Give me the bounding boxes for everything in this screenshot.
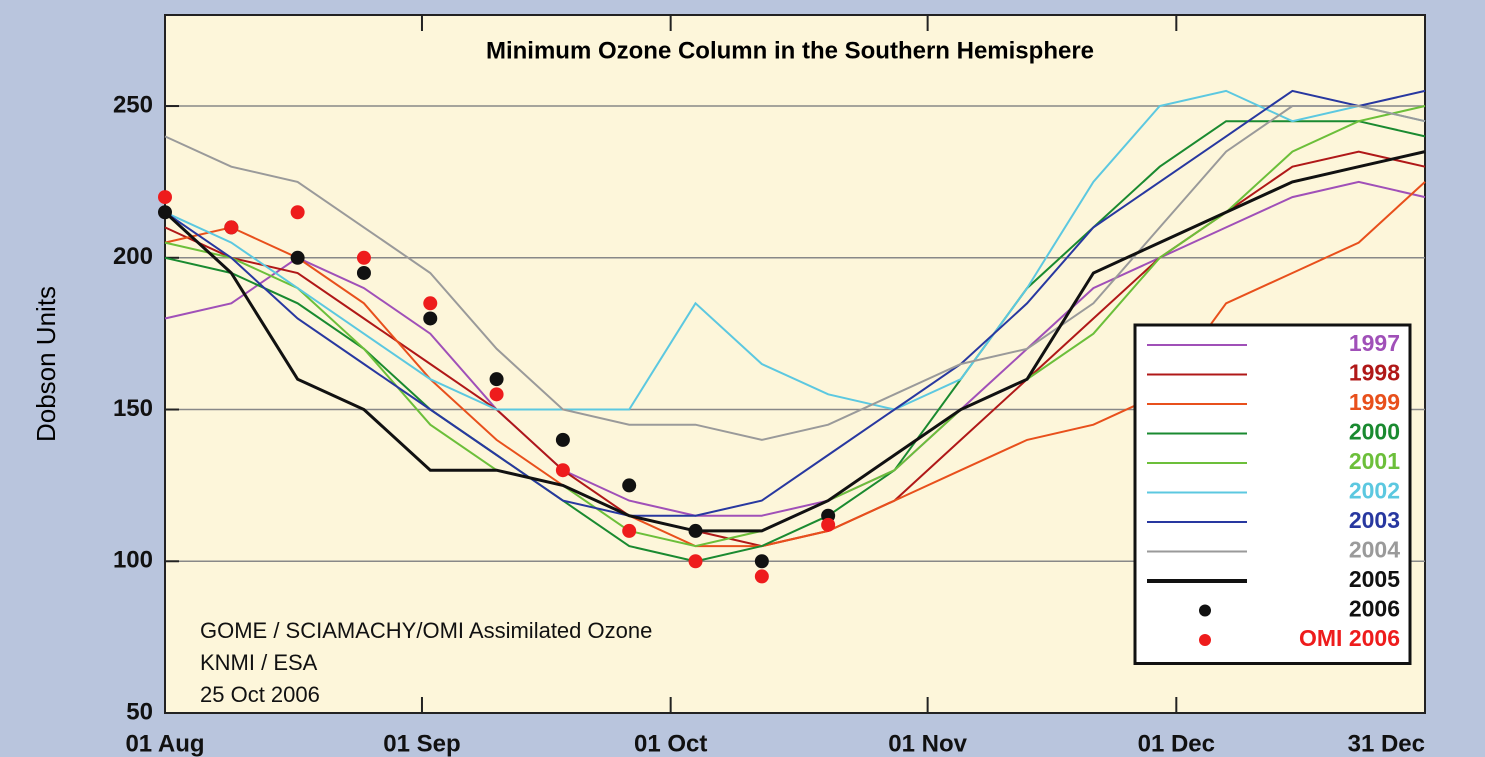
legend-label: 2003 <box>1349 507 1400 533</box>
data-point <box>555 463 570 478</box>
legend-label: 2005 <box>1349 566 1400 592</box>
series-line <box>164 181 1426 548</box>
legend-box <box>1133 323 1412 665</box>
x-tick-label: 01 Sep <box>383 730 460 757</box>
annotation: KNMI / ESA <box>200 650 318 675</box>
data-point <box>754 554 769 569</box>
data-point <box>423 296 438 311</box>
data-point <box>489 372 504 387</box>
series-line <box>164 120 1426 563</box>
legend-label: 2002 <box>1349 478 1400 504</box>
chart-title: Minimum Ozone Column in the Southern Hem… <box>486 37 1094 64</box>
data-point <box>754 569 769 584</box>
legend-label: OMI 2006 <box>1299 625 1400 651</box>
data-point <box>688 523 703 538</box>
data-point <box>423 311 438 326</box>
data-point <box>555 432 570 447</box>
x-tick-label: 01 Dec <box>1138 730 1215 757</box>
data-point <box>622 478 637 493</box>
legend-label: 2006 <box>1349 596 1400 622</box>
data-point <box>290 205 305 220</box>
y-tick-label: 250 <box>113 91 153 118</box>
y-tick-label: 150 <box>113 395 153 422</box>
legend-marker <box>1199 634 1211 646</box>
y-tick-label: 50 <box>126 698 153 725</box>
series-line <box>163 150 1426 533</box>
data-point <box>158 205 172 220</box>
data-point <box>688 554 703 569</box>
legend-label: 2000 <box>1349 419 1400 445</box>
series-line <box>164 89 1426 411</box>
data-point <box>290 250 305 265</box>
data-point <box>356 250 371 265</box>
data-point <box>224 220 239 235</box>
legend-label: 2004 <box>1349 537 1400 563</box>
y-tick-label: 200 <box>113 243 153 270</box>
y-axis-label: Dobson Units <box>31 286 61 442</box>
series-line <box>164 180 1426 517</box>
annotation: GOME / SCIAMACHY/OMI Assimilated Ozone <box>200 618 652 643</box>
legend-label: 1997 <box>1349 330 1400 356</box>
series-line <box>164 89 1426 517</box>
legend-label: 1998 <box>1349 360 1400 386</box>
data-point <box>622 523 637 538</box>
x-tick-label: 01 Oct <box>634 730 707 757</box>
y-tick-label: 100 <box>113 547 153 574</box>
x-tick-label: 01 Nov <box>888 730 967 757</box>
x-tick-label: 01 Aug <box>125 730 204 757</box>
data-point <box>489 387 504 402</box>
data-point <box>356 265 371 280</box>
data-point <box>158 190 172 205</box>
legend-marker <box>1199 604 1211 617</box>
data-point <box>821 517 836 532</box>
x-tick-label: 31 Dec <box>1348 730 1425 757</box>
annotation: 25 Oct 2006 <box>200 682 320 707</box>
legend-label: 1999 <box>1349 389 1400 415</box>
series-line <box>164 105 1426 441</box>
legend-label: 2001 <box>1349 448 1400 474</box>
